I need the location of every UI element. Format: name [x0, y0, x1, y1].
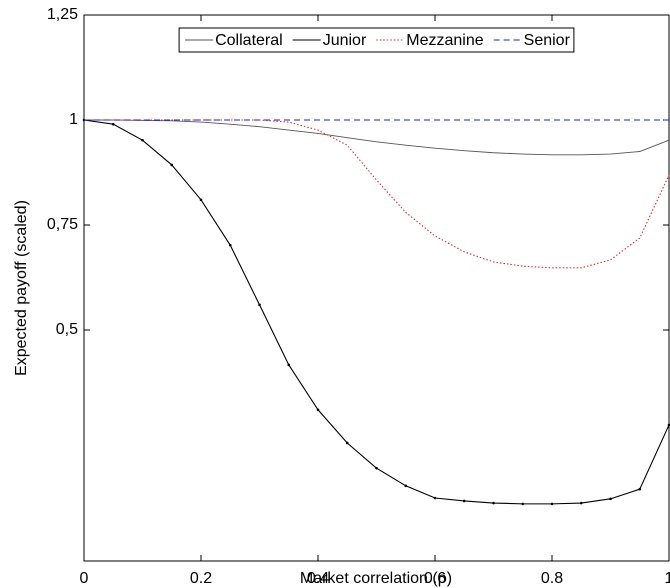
x-tick-label: 0.4: [307, 570, 329, 587]
point-marker: [199, 198, 203, 202]
legend: Collateral Junior Mezzanine Senior: [178, 27, 575, 53]
point-marker: [579, 501, 583, 505]
legend-label: Collateral: [215, 32, 283, 49]
point-marker: [462, 499, 466, 503]
x-axis-label: Market correlation (ρ): [300, 570, 452, 587]
y-tick-label: 0,5: [56, 321, 78, 338]
point-marker: [609, 497, 612, 501]
point-marker: [433, 496, 437, 500]
point-marker: [170, 163, 174, 167]
point-marker: [521, 502, 525, 506]
legend-label: Junior: [323, 32, 367, 49]
point-marker: [375, 466, 378, 470]
point-marker: [287, 363, 291, 367]
point-marker: [141, 138, 144, 142]
x-tick-label: 0.8: [541, 570, 563, 587]
point-marker: [667, 423, 670, 427]
y-axis-label: Expected payoff (scaled): [13, 200, 30, 376]
x-tick-label: 0: [80, 570, 89, 587]
y-tick-label: 0,75: [47, 216, 78, 233]
x-tick-label: 0.2: [190, 570, 212, 587]
point-marker: [316, 408, 320, 412]
y-tick-label: 1,25: [47, 6, 78, 23]
point-marker: [404, 484, 408, 488]
legend-label: Senior: [524, 32, 571, 49]
point-marker: [345, 441, 349, 445]
point-marker: [492, 501, 495, 505]
legend-label: Mezzanine: [406, 32, 483, 49]
y-tick-label: 1: [69, 111, 78, 128]
series-line: [84, 119, 670, 156]
point-marker: [638, 487, 642, 491]
legend-item: Senior: [493, 32, 571, 49]
point-marker: [228, 243, 232, 247]
x-tick-label: 1: [665, 570, 670, 587]
point-marker: [258, 303, 261, 307]
plot-frame: [83, 14, 670, 562]
x-tick-label: 0.6: [424, 570, 446, 587]
legend-item: Junior: [292, 32, 367, 49]
series-line: [83, 119, 670, 505]
point-marker: [111, 122, 115, 126]
legend-item: Collateral: [185, 32, 283, 49]
point-marker: [550, 502, 554, 506]
legend-item: Mezzanine: [376, 32, 484, 49]
